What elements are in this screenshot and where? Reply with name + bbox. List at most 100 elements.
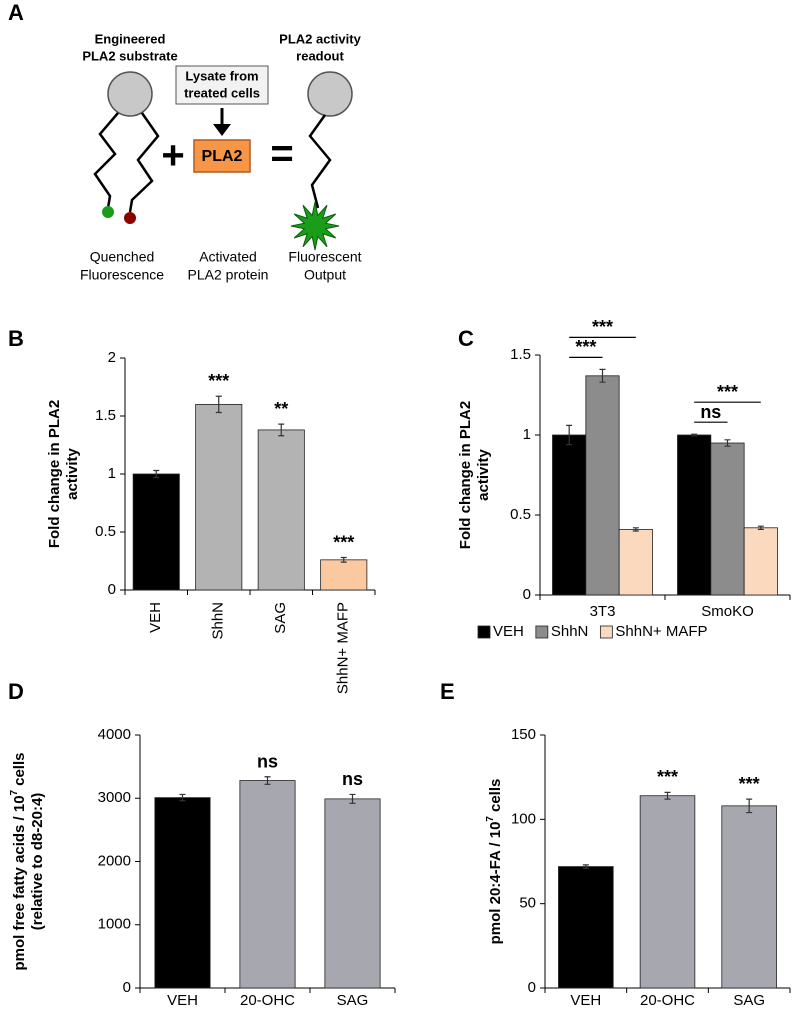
y-axis-label-part: pmol 20:4-FA / 10 [487, 822, 504, 945]
bar [743, 527, 778, 596]
chart: B Fold change in PLA2 activity 0 0.5 1 1.5 2 VEH… [8, 326, 376, 694]
lysate-box [175, 65, 269, 105]
lipid-head [107, 71, 153, 117]
y-tick-label: 1000 [98, 916, 131, 933]
y-axis-label-part: pmol free fatty acids / 10 [11, 795, 28, 970]
bar [639, 795, 696, 989]
y-tick-label: 0 [523, 586, 531, 603]
bar [154, 797, 211, 989]
bar [320, 559, 368, 591]
legend-swatch [535, 625, 549, 639]
bar [257, 429, 305, 591]
y-tick-label: 0 [528, 979, 536, 996]
y-tick-label: 1 [108, 465, 116, 482]
legend-swatch [477, 625, 491, 639]
y-axis-label-sup: 7 [9, 789, 20, 795]
y-axis-label: activity [475, 448, 492, 500]
substrate-title: PLA2 substrate [82, 48, 177, 63]
bar [132, 473, 180, 591]
error-bar [599, 368, 606, 383]
panel-label: B [8, 326, 24, 351]
fluorophore [102, 206, 114, 218]
bar [239, 780, 296, 989]
x-tick-label: SAG [272, 602, 289, 634]
x-tick-label: VEH [167, 992, 198, 1009]
lysate-text: treated cells [184, 85, 260, 100]
significance-label: ** [274, 399, 288, 419]
x-tick-label: 20-OHC [240, 992, 295, 1009]
legend-label: VEH [493, 623, 524, 640]
substrate-title: Engineered [95, 31, 166, 46]
error-bar [757, 525, 764, 530]
bar [558, 866, 614, 989]
caption: PLA2 protein [188, 267, 269, 283]
panel-label: C [458, 326, 474, 351]
lipid-head [307, 71, 353, 117]
significance-label: *** [575, 337, 596, 357]
y-tick-label: 1.5 [95, 407, 116, 424]
error-bar [153, 469, 160, 479]
bar [195, 403, 243, 591]
y-axis-label: (relative to d8-20:4) [29, 793, 46, 931]
lipid-tail [128, 112, 160, 213]
caption: Quenched [90, 249, 155, 265]
y-tick-label: 150 [511, 726, 536, 743]
caption: Activated [199, 249, 257, 265]
lipid-tail [308, 114, 332, 209]
fluorescent-star [290, 201, 340, 251]
y-axis-label: pmol free fatty acids / 107 cells [9, 752, 28, 970]
panel-label: D [8, 679, 24, 704]
pla2-box [193, 139, 251, 173]
bar [618, 529, 653, 596]
y-tick-label: 50 [519, 895, 536, 912]
panel-label: A [8, 0, 24, 25]
error-bar [632, 527, 639, 532]
error-bar [278, 423, 285, 437]
lysate-text: Lysate from [185, 68, 258, 83]
quencher [124, 212, 136, 224]
plus-sign: + [161, 134, 184, 178]
y-tick-label: 3000 [98, 789, 131, 806]
bar [710, 442, 745, 596]
error-bar [664, 791, 671, 800]
error-bar [724, 439, 731, 447]
error-bar [566, 424, 573, 446]
x-tick-label: SAG [337, 992, 369, 1009]
legend-swatch [599, 625, 613, 639]
bar [677, 434, 712, 596]
y-tick-label: 0.5 [95, 523, 116, 540]
bar [721, 805, 777, 989]
error-bar [340, 556, 347, 563]
x-tick-label: 20-OHC [640, 992, 695, 1009]
bar [585, 375, 620, 596]
y-axis-label: Fold change in PLA2 [46, 400, 63, 548]
bar [552, 434, 587, 596]
pla2-text: PLA2 [202, 148, 243, 165]
y-axis-label-part: cells [487, 779, 504, 812]
caption: Fluorescent [288, 249, 361, 265]
significance-label: *** [717, 382, 738, 402]
legend-label: ShhN+ MAFP [615, 623, 707, 640]
x-tick-label: VEH [570, 992, 601, 1009]
y-axis-label: activity [64, 447, 81, 499]
readout-title: readout [296, 48, 344, 63]
caption: Output [304, 267, 346, 283]
y-tick-label: 0.5 [510, 506, 531, 523]
y-axis-label-sup: 7 [485, 816, 496, 822]
bar [324, 798, 381, 989]
y-tick-label: 0 [108, 581, 116, 598]
x-tick-label: SmoKO [701, 603, 754, 620]
significance-label: *** [208, 371, 229, 391]
y-axis-label-part: cells [11, 752, 28, 785]
equals-sign: = [270, 132, 293, 176]
significance-label: *** [657, 767, 678, 787]
error-bar [691, 433, 698, 437]
significance-label: ns [257, 751, 278, 771]
y-tick-label: 1.5 [510, 346, 531, 363]
error-bar [215, 395, 222, 414]
y-axis-label: Fold change in PLA2 [457, 401, 474, 549]
